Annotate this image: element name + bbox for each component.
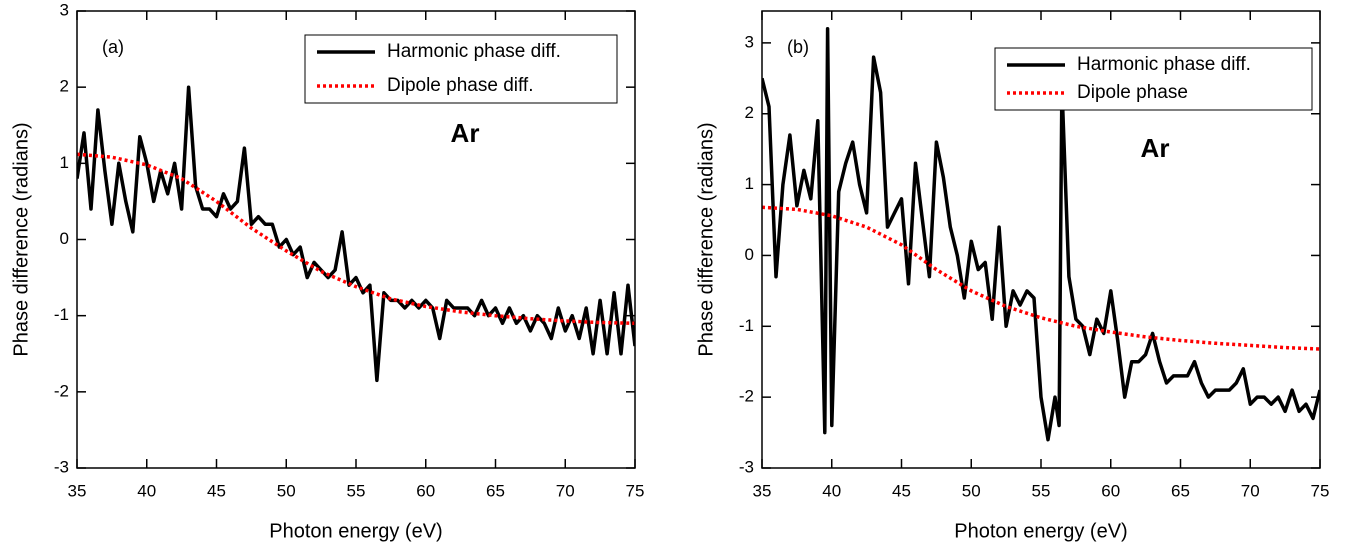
annotation: Ar: [1141, 133, 1170, 163]
data-line: [762, 26, 1320, 442]
legend-label: Dipole phase diff.: [387, 75, 533, 96]
y-tick-label: -1: [739, 316, 754, 335]
x-tick-label: 45: [207, 481, 226, 500]
y-tick-label: -2: [54, 381, 69, 400]
y-tick-label: 1: [60, 153, 69, 172]
y-axis-title: Phase difference (radians): [695, 122, 717, 356]
y-axis-title: Phase difference (radians): [10, 122, 32, 356]
x-tick-label: 60: [416, 481, 435, 500]
x-tick-label: 75: [626, 481, 645, 500]
x-tick-label: 65: [1171, 481, 1190, 500]
data-line: [762, 205, 1320, 351]
legend-box: [304, 34, 618, 104]
y-tick-label: -2: [739, 387, 754, 406]
y-tick-label: 2: [60, 77, 69, 96]
data-line: [77, 85, 635, 383]
x-tick-label: 55: [347, 481, 366, 500]
y-tick-label: 0: [60, 229, 69, 248]
x-axis-title: Photon energy (eV): [269, 520, 442, 542]
x-tick-label: 60: [1101, 481, 1120, 500]
y-tick-label: 0: [745, 245, 754, 264]
x-tick-label: 70: [1241, 481, 1260, 500]
x-tick-label: 45: [892, 481, 911, 500]
x-tick-label: 35: [68, 481, 87, 500]
y-tick-label: 3: [60, 0, 69, 19]
y-tick-label: 2: [745, 103, 754, 122]
y-tick-label: 3: [745, 32, 754, 51]
x-tick-label: 40: [137, 481, 156, 500]
x-tick-label: 75: [1311, 481, 1330, 500]
annotation: Ar: [451, 118, 480, 148]
x-tick-label: 35: [753, 481, 772, 500]
x-tick-label: 50: [277, 481, 296, 500]
x-tick-label: 40: [822, 481, 841, 500]
annotation: (a): [102, 37, 124, 57]
legend-box: [994, 47, 1313, 111]
y-tick-label: -3: [54, 457, 69, 476]
y-tick-label: 1: [745, 174, 754, 193]
y-tick-label: -1: [54, 305, 69, 324]
data-line: [77, 152, 635, 326]
x-axis-title: Photon energy (eV): [954, 520, 1127, 542]
y-tick-label: -3: [739, 457, 754, 476]
x-tick-label: 70: [556, 481, 575, 500]
x-tick-label: 65: [486, 481, 505, 500]
annotation: (b): [787, 37, 809, 57]
legend-label: Harmonic phase diff.: [387, 41, 561, 62]
legend-label: Harmonic phase diff.: [1077, 54, 1251, 75]
legend-label: Dipole phase: [1077, 82, 1188, 103]
x-tick-label: 55: [1032, 481, 1051, 500]
x-tick-label: 50: [962, 481, 981, 500]
